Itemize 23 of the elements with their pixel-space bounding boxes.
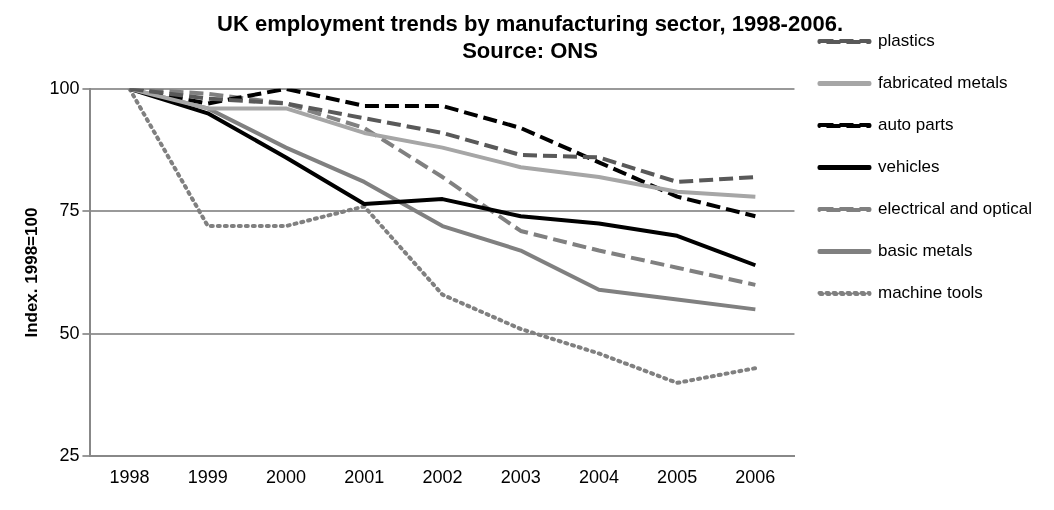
legend-label: fabricated metals bbox=[877, 73, 1008, 93]
x-tick-label: 2003 bbox=[500, 467, 541, 488]
x-tick-label: 2006 bbox=[735, 467, 776, 488]
legend-label: plastics bbox=[877, 31, 935, 51]
y-tick-label: 100 bbox=[49, 77, 80, 98]
x-tick-label: 1998 bbox=[109, 467, 150, 488]
text: UK employment trends by manufacturing sector, 1998-2006. bbox=[217, 11, 843, 37]
legend-label: basic metals bbox=[877, 241, 973, 261]
y-tick-label: 50 bbox=[59, 322, 80, 343]
y-tick-label: 25 bbox=[59, 445, 80, 466]
x-tick-label: 2000 bbox=[265, 467, 307, 488]
x-tick-label: 2002 bbox=[422, 467, 463, 488]
y-axis-title: Index. 1998=100 bbox=[21, 207, 41, 338]
x-tick-label: 1999 bbox=[187, 467, 228, 488]
x-tick-label: 2004 bbox=[578, 467, 619, 488]
legend-label: machine tools bbox=[877, 283, 983, 303]
legend-label: auto parts bbox=[877, 115, 954, 135]
x-tick-label: 2001 bbox=[344, 467, 385, 488]
text: Source: ONS bbox=[462, 37, 598, 63]
y-tick-label: 75 bbox=[59, 200, 80, 221]
legend-label: vehicles bbox=[877, 157, 940, 177]
x-tick-label: 2005 bbox=[657, 467, 698, 488]
legend-label: electrical and optical bbox=[877, 199, 1032, 219]
